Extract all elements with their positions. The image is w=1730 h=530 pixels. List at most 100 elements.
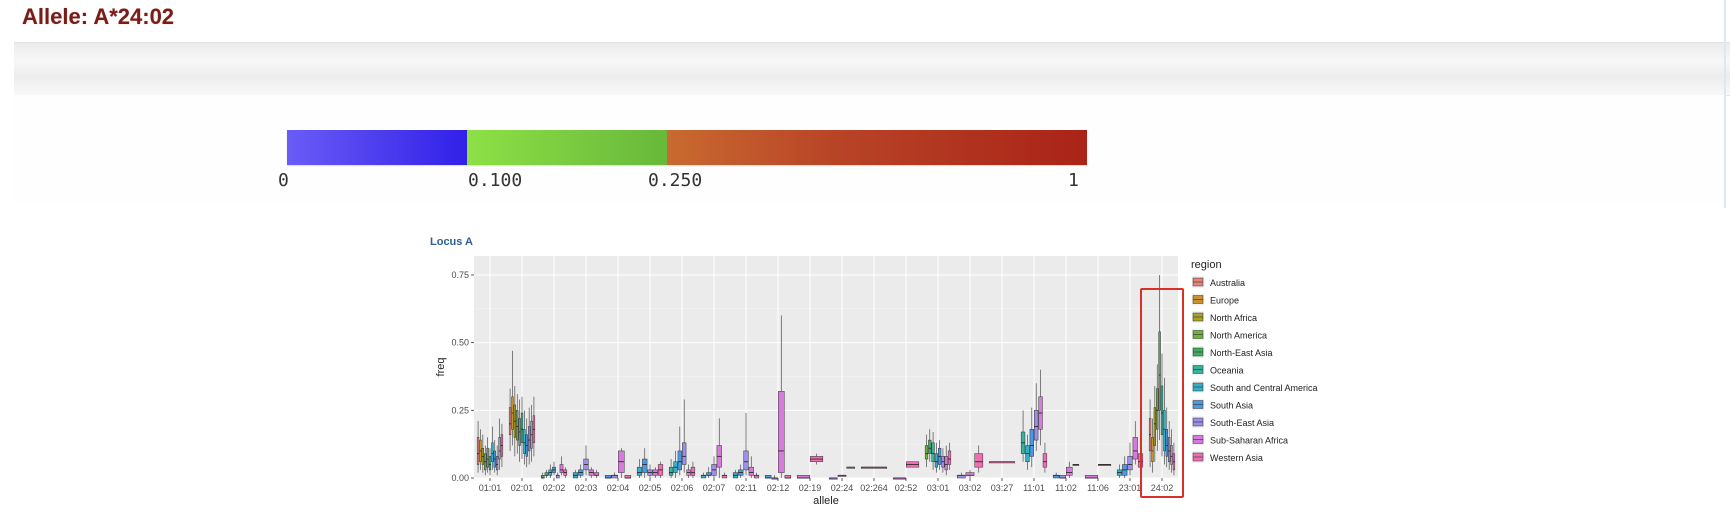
box-body [965,472,975,476]
x-tick-label: 02:11 [735,483,757,493]
x-tick-label: 02:264 [860,483,888,493]
legend-item-label: Europe [1210,296,1239,306]
box-body [1084,475,1098,479]
box-body [974,453,984,468]
plot-title: Locus A [430,236,473,248]
box-body [498,437,501,460]
x-tick-label: 02:03 [575,483,598,493]
box-body [520,412,524,444]
legend-item-label: South-East Asia [1210,418,1274,428]
legend-title: region [1191,259,1222,271]
x-tick-label: 02:06 [671,483,694,493]
box-body [1132,437,1138,460]
box-body [1127,456,1133,471]
box-body [931,442,935,463]
box-body [1168,437,1171,463]
legend-item-label: Australia [1210,278,1245,288]
legend-item-label: Sub-Saharan Africa [1210,436,1288,446]
x-tick-label: 02:07 [703,483,726,493]
box-body [934,453,938,468]
box-body [778,391,785,473]
box-body [1029,429,1034,457]
x-tick-label: 23:01 [1119,483,1142,493]
box-body [753,475,760,479]
y-tick-label: 0.75 [451,270,469,280]
box-body [486,447,489,468]
box-body [1158,331,1161,411]
box-body [668,466,674,476]
box-body [540,475,545,479]
x-tick-label: 02:12 [767,483,790,493]
x-tick-label: 11:01 [1023,483,1045,493]
legend-item-label: North America [1210,331,1267,341]
box-body [956,475,966,479]
header-band [14,42,1730,96]
box-body [624,475,632,479]
box-body [496,456,499,471]
x-tick-label: 02:05 [639,483,662,493]
box-body [508,407,512,435]
box-body [1153,407,1156,446]
legend-item-label: North Africa [1210,313,1257,323]
color-scale-tick-2: 0.250 [648,170,703,191]
color-scale-mid-segment [467,130,667,165]
box-body [700,475,707,479]
box-body [1165,429,1168,457]
box-body [636,466,643,476]
x-tick-label: 02:04 [607,483,630,493]
box-body [1170,445,1173,465]
allele-title: Allele: A*24:02 [22,4,175,29]
highlight-box [1140,288,1184,498]
color-scale-tick-3: 1 [1068,170,1079,191]
box-body [1156,388,1159,430]
box-body [764,475,772,479]
box-body [748,466,754,476]
box-body [544,472,549,476]
y-tick-label: 0.25 [451,405,469,415]
box-body [928,439,932,454]
box-body [706,472,712,476]
box-body [690,466,696,476]
y-axis-title: freq [435,358,447,377]
box-body [924,445,929,460]
box-body [784,475,792,479]
color-scale-bar [287,130,1087,165]
box-body [944,456,948,471]
box-body [611,475,618,479]
box-body [528,426,531,452]
box-body [523,429,526,454]
box-body [1151,437,1154,463]
box-body [1034,410,1039,441]
legend-item-label: Oceania [1210,366,1244,376]
box-body [1059,475,1066,479]
legend-item-label: North-East Asia [1210,348,1273,358]
box-body [1042,453,1048,468]
x-tick-label: 03:27 [991,483,1014,493]
box-body [1163,410,1166,452]
x-tick-label: 02:01 [511,483,534,493]
legend-item-label: Western Asia [1210,453,1263,463]
box-body [796,475,810,479]
color-scale-high-segment [667,130,1087,165]
color-scale-tick-1: 0.100 [468,170,523,191]
box-body [1160,385,1164,435]
y-tick-label: 0.00 [451,473,469,483]
page-border [1724,0,1726,208]
box-body [947,450,952,465]
box-body [682,442,687,465]
box-body [516,410,519,441]
plot-panel [474,256,1178,478]
x-tick-label: 03:01 [927,483,950,493]
x-tick-label: 11:06 [1087,483,1109,493]
x-tick-label: 11:02 [1055,483,1077,493]
box-body [604,475,612,479]
legend-item-label: South and Central America [1210,383,1318,393]
x-tick-label: 24:02 [1151,483,1174,493]
color-scale-tick-0: 0 [278,170,289,191]
box-body [1052,475,1060,479]
box-body [476,437,480,465]
box-body [593,472,600,476]
box-body [677,450,682,471]
box-body [721,475,728,479]
box-body [555,475,560,479]
